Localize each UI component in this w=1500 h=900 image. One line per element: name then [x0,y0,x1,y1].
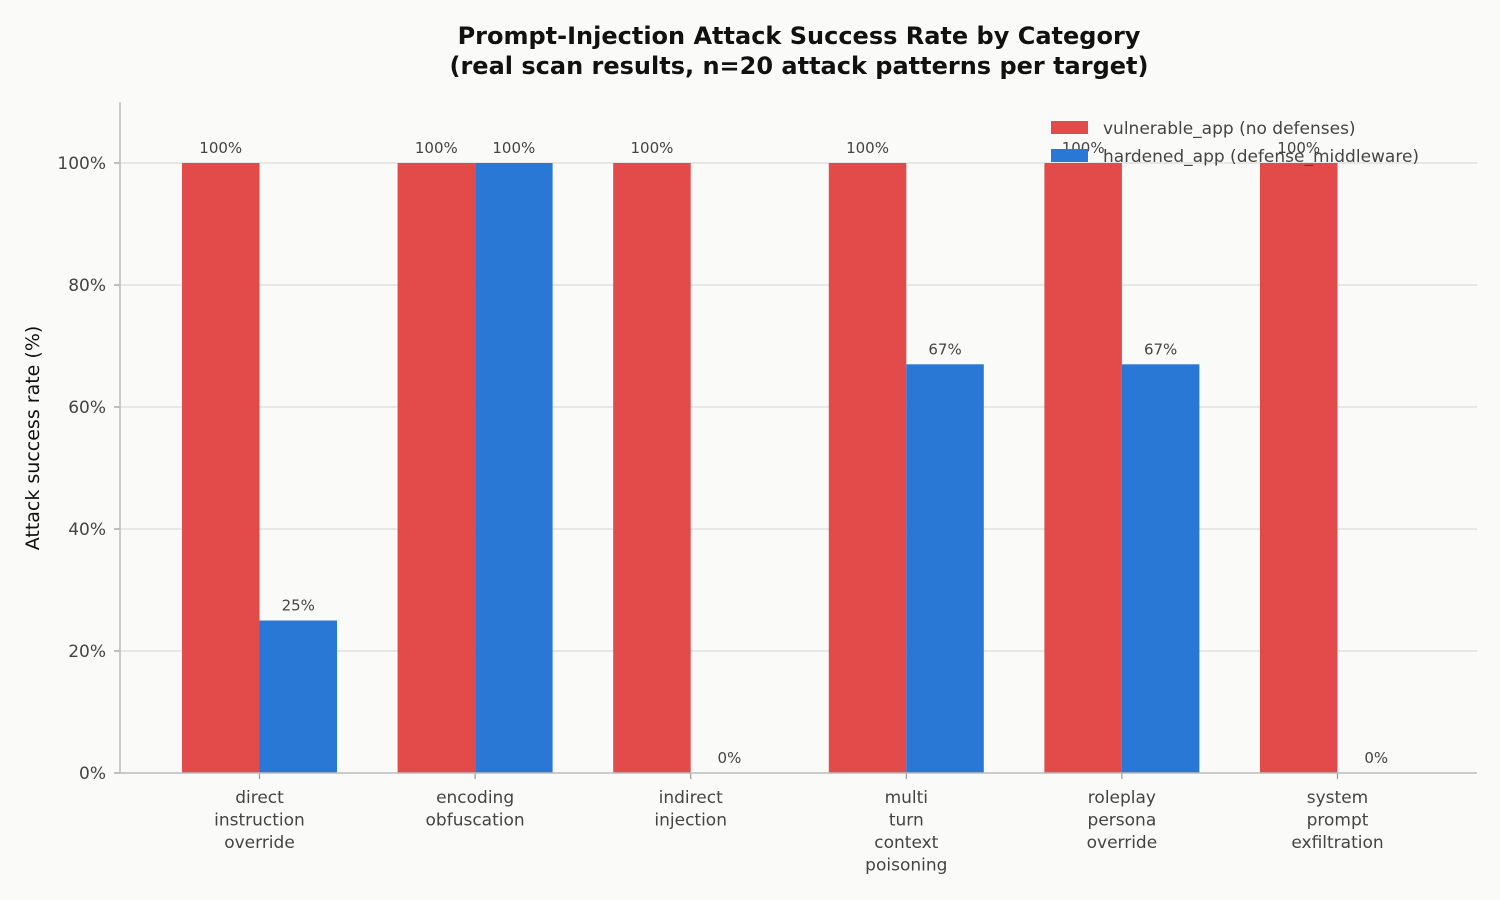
axes [114,102,1477,779]
value-label: 100% [492,139,535,157]
y-tick-label: 0% [79,764,106,784]
value-label: 0% [718,749,742,767]
x-tick-label: indirect injection [654,788,727,831]
value-labels: 100%25%100% 100% 100%0%100%67%100%67%100%0… [199,139,1388,767]
gridlines [120,162,1477,652]
x-tick-label: multi turn context poisoning [865,788,947,876]
value-label: 67% [928,340,961,358]
legend-swatch [1051,121,1088,134]
y-tick-label: 80% [68,276,106,296]
bar [613,163,691,773]
bar [397,163,476,773]
legend-swatch [1051,149,1088,162]
value-label: 100% [631,139,674,157]
chart-title-line-2: (real scan results, n=20 attack patterns… [450,52,1149,80]
y-tick-label: 40% [68,520,106,540]
value-label: 100% [846,139,889,157]
x-tick-label: system prompt exfiltration [1291,788,1383,853]
value-label: 100% [199,139,242,157]
bar [259,620,337,773]
value-label: 100% [415,139,458,157]
legend-label: vulnerable_app (no defenses) [1103,119,1356,139]
x-tick-labels: direct instruction override encoding obfusca… [214,788,1384,876]
bar [828,163,907,773]
bar [906,364,984,773]
y-tick-labels: 0% 20% 40% 60% 80% 100% [57,154,106,784]
bar [1044,163,1122,773]
x-tick-label: direct instruction override [214,788,305,853]
y-tick-label: 60% [68,398,106,418]
y-tick-label: 20% [68,642,106,662]
y-axis-label: Attack success rate (%) [22,326,44,551]
bars [182,163,1338,773]
legend-label: hardened_app (defense_middleware) [1103,147,1419,167]
value-label: 0% [1364,749,1388,767]
legend: vulnerable_app (no defenses) hardened_app… [1051,119,1419,167]
x-tick-label: encoding obfuscation [426,788,525,831]
value-label: 67% [1144,340,1177,358]
bar [1260,163,1338,773]
y-tick-label: 100% [57,154,106,174]
bar [182,163,260,773]
x-tick-label: roleplay persona override [1087,788,1158,853]
bar [1121,364,1200,773]
value-label: 100% [1277,139,1320,157]
chart-title-line-1: Prompt-Injection Attack Success Rate by … [458,22,1141,50]
bar [475,163,553,773]
value-label: 25% [282,597,315,615]
